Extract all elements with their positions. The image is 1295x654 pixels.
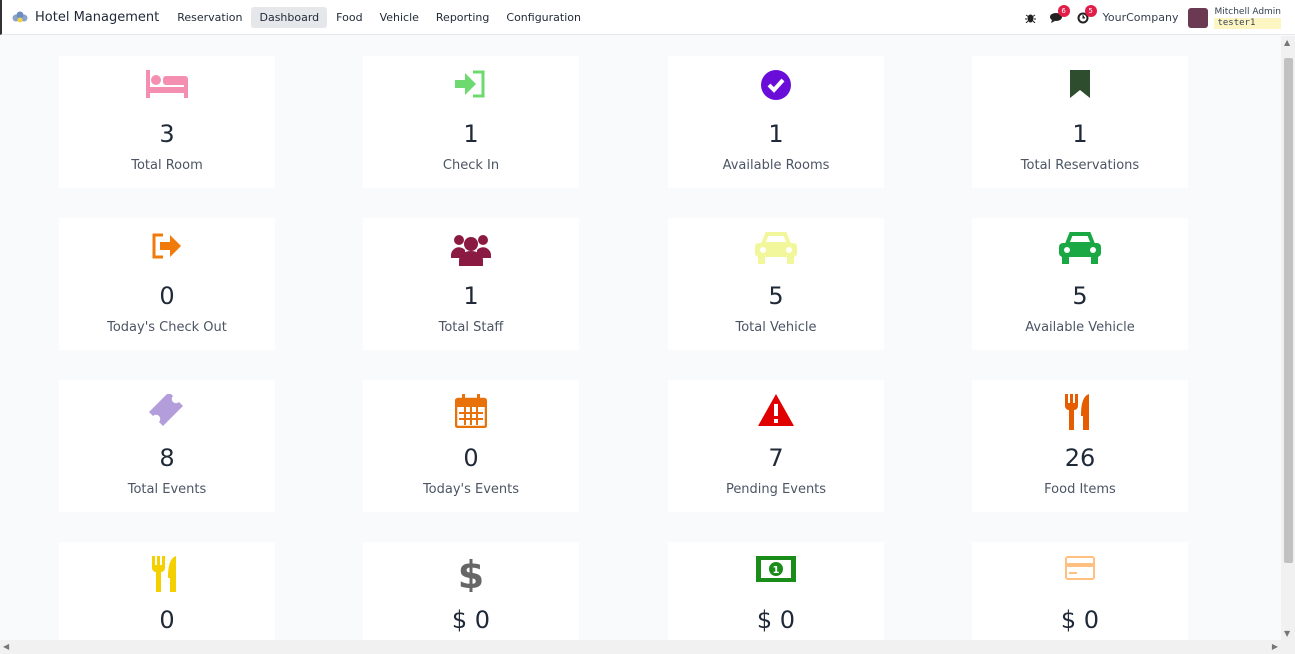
app-brand[interactable]: Hotel Management [12, 10, 159, 25]
stat-card-check-in[interactable]: 1 Check In [363, 56, 579, 188]
stat-label: Available Rooms [722, 158, 830, 173]
stat-label: Total Room [131, 158, 203, 173]
stat-card-today-s-events[interactable]: 0 Today's Events [363, 380, 579, 512]
user-avatar[interactable] [1188, 7, 1209, 28]
top-navbar: Hotel Management Reservation Dashboard F… [0, 0, 1295, 35]
dashboard-content: 3 Total Room 1 Check In 1 Available Room… [0, 36, 1281, 640]
stat-value: $ 0 [1060, 606, 1100, 634]
stat-value: 8 [159, 444, 175, 472]
stat-label: Today's Check Out [107, 320, 227, 335]
stat-label: Total Staff [438, 320, 504, 335]
stat-value: 5 [768, 282, 784, 310]
menu-vehicle[interactable]: Vehicle [379, 10, 419, 24]
messages-badge: 6 [1057, 5, 1070, 17]
stat-value: 7 [768, 444, 784, 472]
svg-text:1: 1 [773, 565, 780, 576]
stat-card-today-s-check-out[interactable]: 0 Today's Check Out [59, 218, 275, 350]
stat-card-available-rooms[interactable]: 1 Available Rooms [668, 56, 884, 188]
stat-card-pending-events[interactable]: 7 Pending Events [668, 380, 884, 512]
stat-value: 5 [1072, 282, 1088, 310]
activities-badge: 5 [1084, 4, 1097, 17]
menu-reporting[interactable]: Reporting [435, 10, 490, 24]
menu-dashboard[interactable]: Dashboard [251, 6, 328, 28]
stat-card-card-15[interactable]: $ 0 [972, 542, 1188, 640]
app-title: Hotel Management [35, 9, 160, 25]
stat-value: $ 0 [451, 606, 491, 634]
stat-value: 0 [159, 282, 175, 310]
menu-configuration[interactable]: Configuration [506, 10, 581, 24]
svg-text:$: $ [460, 556, 482, 592]
stat-card-total-reservations[interactable]: 1 Total Reservations [972, 56, 1188, 188]
user-menu[interactable]: Mitchell Admin tester1 [1214, 7, 1281, 29]
stat-value: $ 0 [756, 606, 796, 634]
stat-card-card-14[interactable]: 1 $ 0 [668, 542, 884, 640]
stat-card-total-room[interactable]: 3 Total Room [59, 56, 275, 188]
stat-label: Total Events [127, 482, 207, 497]
stat-card-total-events[interactable]: 8 Total Events [59, 380, 275, 512]
clock-icon [1077, 12, 1089, 23]
stat-label: Available Vehicle [1025, 320, 1135, 335]
stat-card-total-staff[interactable]: 1 Total Staff [363, 218, 579, 350]
stat-value: 3 [159, 120, 175, 148]
stat-label: Pending Events [725, 482, 827, 497]
stat-value: 26 [1064, 444, 1096, 472]
messages-button[interactable]: 6 [1049, 5, 1070, 23]
menu-food[interactable]: Food [336, 10, 363, 24]
stat-label: Total Reservations [1020, 158, 1140, 173]
company-switcher[interactable]: YourCompany [1102, 11, 1179, 24]
activities-button[interactable]: 5 [1077, 4, 1097, 24]
debug-bug-icon[interactable] [1024, 12, 1036, 23]
menu-reservation[interactable]: Reservation [177, 10, 243, 24]
stat-card-food-items[interactable]: 26 Food Items [972, 380, 1188, 512]
horizontal-scrollbar[interactable]: ◀ ▶ [0, 640, 1295, 654]
stat-value: 0 [159, 606, 175, 634]
database-name: tester1 [1214, 17, 1281, 29]
stat-label: Food Items [1044, 482, 1116, 497]
stat-value: 1 [1072, 120, 1088, 148]
stat-value: 1 [463, 120, 479, 148]
stat-card-available-vehicle[interactable]: 5 Available Vehicle [972, 218, 1188, 350]
stat-card-card-13[interactable]: $ $ 0 [363, 542, 579, 640]
user-name: Mitchell Admin [1214, 6, 1281, 17]
stat-value: 1 [463, 282, 479, 310]
stat-label: Total Vehicle [735, 320, 817, 335]
stat-value: 1 [768, 120, 784, 148]
stat-value: 0 [463, 444, 479, 472]
stat-label: Today's Events [422, 482, 520, 497]
vertical-scrollbar[interactable]: ▲ ▼ [1281, 36, 1295, 640]
stat-card-card-12[interactable]: 0 [59, 542, 275, 640]
stat-card-total-vehicle[interactable]: 5 Total Vehicle [668, 218, 884, 350]
app-logo-icon [12, 11, 28, 23]
stat-label: Check In [442, 158, 500, 173]
